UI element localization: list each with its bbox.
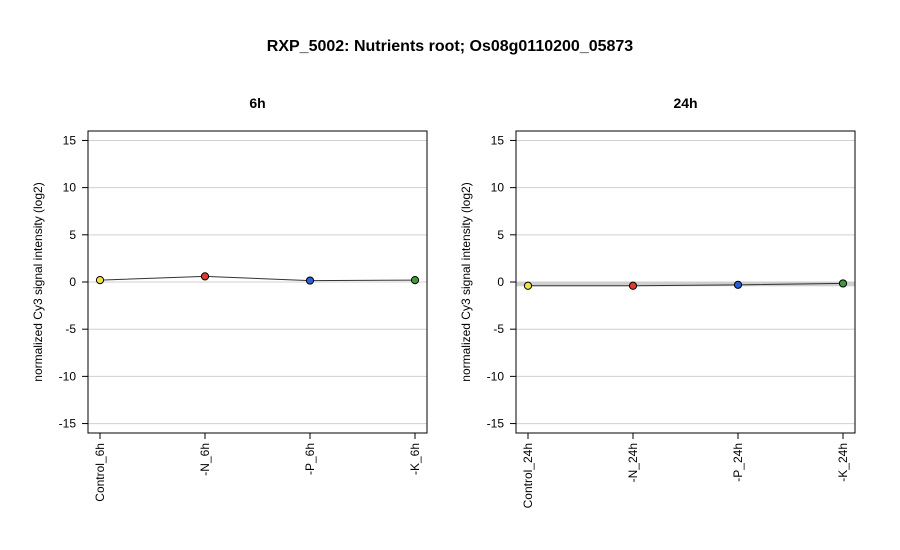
x-tick-label: Control_6h: [93, 443, 107, 502]
data-point: [838, 279, 848, 288]
y-axis-label: normalized Cy3 signal intensity (log2): [31, 182, 45, 381]
data-point: [628, 281, 638, 290]
x-tick-label: -N_24h: [626, 443, 640, 482]
x-tick-label: -K_6h: [408, 443, 422, 475]
y-tick-label: -10: [59, 369, 77, 383]
y-tick-label: 10: [491, 181, 505, 195]
y-tick-label: 5: [497, 228, 504, 242]
data-point: [410, 276, 420, 285]
y-tick-label: 0: [497, 275, 504, 289]
x-tick-label: Control_24h: [521, 443, 535, 508]
series-line: [99, 275, 416, 282]
y-axis-label: normalized Cy3 signal intensity (log2): [459, 182, 473, 381]
y-tick-label: -10: [487, 369, 505, 383]
y-tick-label: 0: [69, 275, 76, 289]
x-tick-label: -P_24h: [731, 443, 745, 482]
y-tick-label: -5: [65, 322, 76, 336]
data-point: [523, 281, 533, 290]
x-tick-label: -K_24h: [836, 443, 850, 482]
y-tick-label: 5: [69, 228, 76, 242]
panel-title: 24h: [673, 95, 697, 111]
panel-2: 24h -15 -10 -5 0 5 10 15 normalized Cy3 signal i…: [459, 95, 856, 508]
data-point: [733, 280, 743, 289]
series-line: [528, 282, 844, 287]
data-point: [200, 272, 210, 281]
y-tick-label: -15: [487, 417, 505, 431]
x-tick-label: -P_6h: [303, 443, 317, 475]
range-band: [516, 282, 855, 287]
panel-title: 6h: [249, 95, 265, 111]
y-tick-label: -5: [493, 322, 504, 336]
x-tick-label: -N_6h: [198, 443, 212, 476]
y-tick-label: 15: [491, 133, 505, 147]
data-point: [95, 276, 105, 285]
main-title: RXP_5002: Nutrients root; Os08g0110200_0…: [266, 38, 634, 55]
data-point: [305, 276, 315, 285]
y-tick-label: -15: [59, 417, 77, 431]
y-tick-label: 15: [63, 133, 77, 147]
y-tick-label: 10: [63, 181, 77, 195]
panel-1: 6h -15 -10 -5 0 5 10 15 normalized Cy3 signal in…: [31, 95, 428, 502]
